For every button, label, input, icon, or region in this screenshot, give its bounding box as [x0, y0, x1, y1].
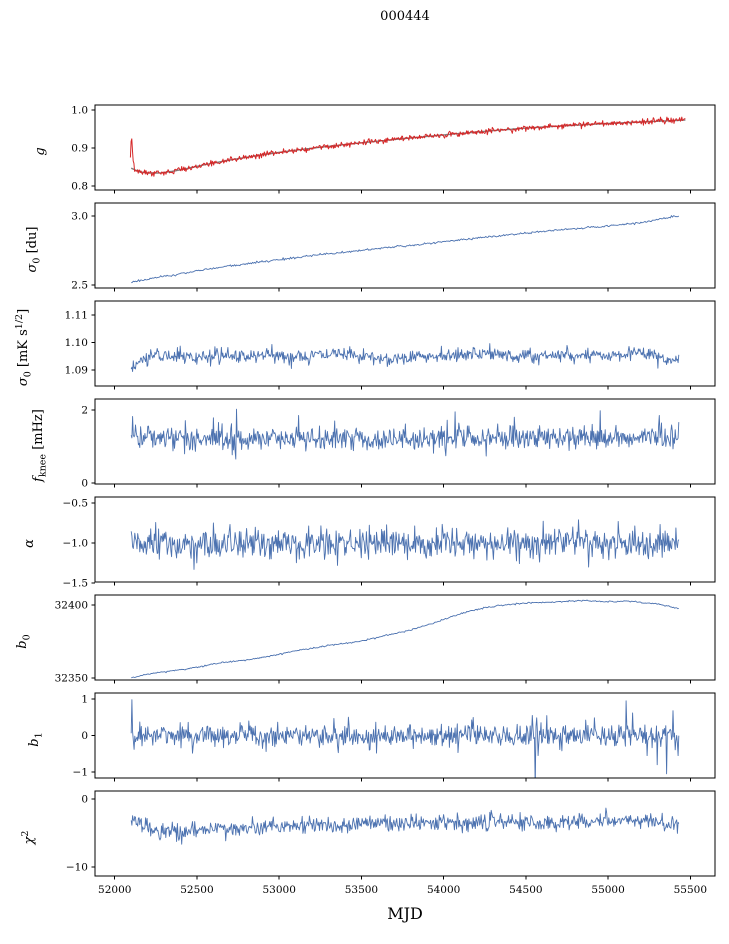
- y-tick-label: 0.8: [71, 181, 88, 193]
- x-axis-label: MJD: [387, 904, 423, 923]
- y-axis-label-alpha: α: [22, 539, 37, 548]
- y-axis-label-b0: b0: [15, 634, 33, 648]
- y-tick-label: 1.11: [65, 310, 88, 322]
- subplot-fknee: 2 0 fknee [mHz]: [31, 398, 716, 489]
- y-tick-label: −10: [66, 862, 88, 874]
- y-axis-label-fknee: fknee [mHz]: [31, 409, 49, 483]
- x-tick-label: 55500: [674, 884, 707, 896]
- subplot-g: 1.0 0.9 0.8 g: [33, 104, 716, 194]
- axes-box: [94, 790, 716, 877]
- y-tick-label: −1.5: [63, 578, 89, 590]
- x-tick-label: 54000: [427, 884, 460, 896]
- series-sigma0-mK: [130, 343, 680, 373]
- y-tick-label: −1.0: [63, 538, 89, 550]
- axes-box: [94, 104, 716, 191]
- subplot-b0: 32400 32350 b0: [15, 594, 716, 684]
- y-tick-label: 1.09: [65, 365, 88, 377]
- figure-title: 000444: [380, 9, 430, 24]
- y-axis-label-sigma0-mK: σ0 [mK s1/2]: [14, 309, 34, 386]
- y-tick-label: 3.0: [71, 210, 88, 222]
- y-tick-label: 0: [81, 794, 88, 806]
- y-tick-label: 2.5: [71, 279, 88, 291]
- series-g-measured: [129, 116, 686, 177]
- series-alpha: [130, 519, 680, 570]
- y-tick-label: −0.5: [63, 498, 89, 510]
- y-axis-label-chi2: χ2: [20, 831, 37, 846]
- y-tick-label: 1.10: [65, 337, 88, 349]
- y-tick-label: 32350: [55, 672, 88, 684]
- y-tick-label: 0: [81, 730, 88, 742]
- y-tick-label: 0: [81, 477, 88, 489]
- series-g-smooth: [130, 119, 686, 174]
- y-tick-label: −1: [73, 767, 88, 779]
- y-tick-label: 0.9: [71, 143, 88, 155]
- y-tick-label: 1: [81, 693, 88, 705]
- x-tick-label: 52500: [180, 884, 213, 896]
- series-b0: [131, 599, 679, 679]
- series-b1: [130, 699, 680, 778]
- subplot-b1: 1 0 −1 b1: [27, 692, 716, 782]
- x-tick-label: 53500: [345, 884, 378, 896]
- series-chi2: [130, 807, 680, 845]
- y-tick-label: 1.0: [71, 105, 88, 117]
- axes-box: [94, 202, 716, 289]
- y-axis-label-b1: b1: [27, 732, 45, 746]
- axes-box: [94, 300, 716, 387]
- y-tick-label: 2: [81, 404, 88, 416]
- axes-box: [94, 398, 716, 485]
- y-axis-label-g: g: [33, 147, 48, 155]
- subplot-alpha: −0.5 −1.0 −1.5 α: [22, 496, 716, 590]
- x-tick-label: 55000: [591, 884, 624, 896]
- axes-box: [94, 594, 716, 681]
- subplot-sigma0-du: 3.0 2.5 σ0 [du]: [25, 202, 716, 292]
- subplot-sigma0-mK: 1.11 1.10 1.09 σ0 [mK s1/2]: [14, 300, 716, 390]
- x-tick-label: 52000: [98, 884, 131, 896]
- subplot-chi2: 0 −10 χ2: [20, 790, 716, 880]
- series-fknee: [130, 408, 680, 460]
- series-sigma0-du: [131, 215, 680, 284]
- axes-box: [94, 496, 716, 583]
- y-axis-label-sigma0-du: σ0 [du]: [25, 227, 43, 273]
- y-tick-label: 32400: [55, 599, 88, 611]
- x-tick-label: 54500: [509, 884, 542, 896]
- x-tick-label: 53000: [262, 884, 295, 896]
